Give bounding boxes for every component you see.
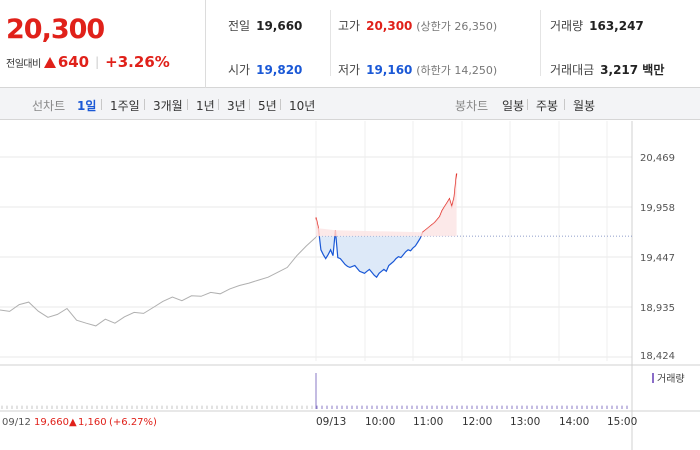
low-value: 19,160 [366,63,413,77]
high-label: 고가 [338,19,361,33]
y-tick-label: 18,935 [640,303,675,314]
previous-day-price-line [0,236,317,327]
below-prev-close-area [319,236,422,278]
divider: | [95,55,100,69]
intraday-price-chart: 20,469 19,958 19,447 18,935 18,424 거래량 0… [0,121,700,450]
x-tick-label: 13:00 [510,416,540,428]
amount-label: 거래대금 [550,63,595,77]
up-arrow-icon [43,56,56,68]
tab-3-years[interactable]: 3년 [227,99,246,113]
y-tick-label: 18,424 [640,351,675,362]
prev-day-change-percent: (+6.27%) [109,417,157,428]
low-label: 저가 [338,63,361,77]
tab-weekly-candle[interactable]: 주봉 [536,99,559,113]
tab-1-year[interactable]: 1년 [196,99,215,113]
prev-close: 전일 19,660 [228,17,302,34]
amount-value: 3,217 백만 [600,63,665,77]
divider [101,99,102,110]
trade-amount: 거래대금 3,217 백만 [550,61,664,78]
divider [144,99,145,110]
tab-5-years[interactable]: 5년 [258,99,277,113]
divider [527,99,528,110]
change-label: 전일대비 [6,58,41,70]
x-tick-label: 14:00 [559,416,589,428]
high-value: 20,300 [366,19,413,33]
divider [218,99,219,110]
change-percent: +3.26% [105,53,170,71]
x-tick-label: 12:00 [462,416,492,428]
volume-label: 거래량 [550,19,584,33]
up-arrow-icon: ▲ [69,417,77,428]
divider [330,10,331,76]
divider [564,99,565,110]
prev-close-value: 19,660 [256,19,303,33]
volume: 거래량 163,247 [550,17,644,34]
lower-limit: (하한가 14,250) [416,64,498,77]
open-value: 19,820 [256,63,303,77]
prev-day-change: 1,160 [78,417,107,428]
line-chart-group-label: 선차트 [32,99,66,113]
x-axis-labels: 09/13 10:00 11:00 12:00 13:00 14:00 15:0… [316,416,637,428]
current-price: 20,300 [6,14,105,45]
tab-daily-candle[interactable]: 일봉 [502,99,525,113]
grid-lines [0,121,632,361]
x-tick-label: 11:00 [413,416,443,428]
above-prev-close-area [316,173,457,237]
y-axis-labels: 20,469 19,958 19,447 18,935 18,424 [640,153,675,362]
candle-chart-group-label: 봉차트 [455,99,489,113]
divider [249,99,250,110]
quote-header: 20,300 전일대비 640 | +3.26% 전일 19,660 시가 19,8… [0,0,700,88]
y-tick-label: 19,958 [640,203,675,214]
open-label: 시가 [228,63,251,77]
low-price: 저가 19,160 (하한가 14,250) [338,61,497,78]
change-value: 640 [57,53,90,71]
price-series-layer [0,173,632,327]
prev-close-label: 전일 [228,19,251,33]
price-summary: 20,300 전일대비 640 | +3.26% [0,0,206,88]
tab-1-week[interactable]: 1주일 [110,99,140,113]
volume-value: 163,247 [589,19,644,33]
open-price: 시가 19,820 [228,61,302,78]
volume-bars [1,373,628,409]
x-tick-label: 09/13 [316,416,346,428]
today-price-line-up [315,173,458,237]
period-tabbar: 선차트 1일 1주일 3개월 1년 3년 5년 10년 봉차트 일봉 주봉 월봉 [0,88,700,120]
divider [187,99,188,110]
tab-10-years[interactable]: 10년 [289,99,316,113]
tab-monthly-candle[interactable]: 월봉 [573,99,596,113]
upper-limit: (상한가 26,350) [416,20,498,33]
y-tick-label: 19,447 [640,253,675,264]
tab-3-months[interactable]: 3개월 [153,99,183,113]
divider [540,10,541,76]
tab-1-day[interactable]: 1일 [77,99,97,113]
x-tick-label: 15:00 [607,416,637,428]
prev-day-date: 09/12 [2,417,31,428]
divider [280,99,281,110]
x-tick-label: 10:00 [365,416,395,428]
volume-legend: 거래량 [657,373,685,385]
y-tick-label: 20,469 [640,153,675,164]
change-row: 전일대비 640 | +3.26% [6,53,170,71]
volume-legend-swatch [652,373,654,383]
today-price-line-down [318,236,422,279]
high-price: 고가 20,300 (상한가 26,350) [338,17,497,34]
volume-panel: 거래량 [1,373,685,409]
previous-day-summary: 09/12 19,660 ▲ 1,160 (+6.27%) [2,417,157,428]
prev-day-close: 19,660 [34,417,69,428]
